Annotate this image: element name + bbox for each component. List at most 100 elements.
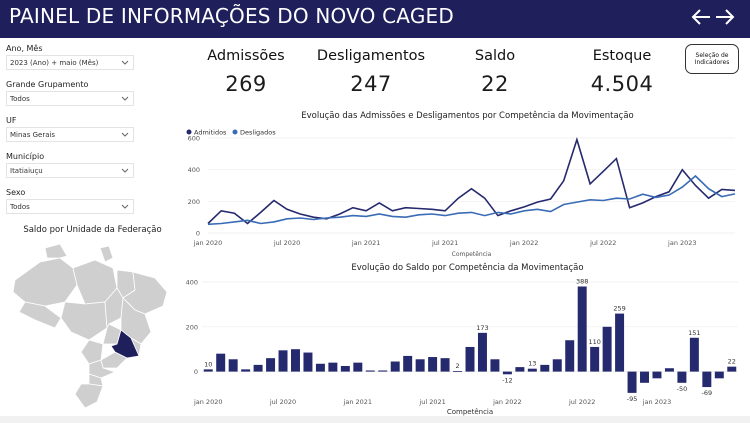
state-rio-grande-sul[interactable]	[74, 383, 104, 409]
kpi-admissoes: Admissões 269	[196, 48, 296, 96]
x-tick-label: jan 2020	[193, 239, 223, 247]
kpi-label: Desligamentos	[316, 48, 426, 64]
bar	[664, 368, 674, 372]
line-chart[interactable]: Admitidos Desligados 0 200 400 600 jan 2020 jul…	[180, 120, 745, 260]
x-tick-label: jan 2023	[642, 398, 672, 406]
bar-chart-title: Evolução do Saldo por Competência da Mov…	[351, 263, 584, 273]
bar	[378, 370, 388, 372]
kpi-desligamentos: Desligamentos 247	[310, 48, 432, 96]
filter-label-grande-grupamento: Grande Grupamento	[6, 80, 89, 89]
bar	[527, 368, 537, 372]
kpi-value: 22	[481, 72, 509, 96]
filter-select-sexo[interactable]: Todos	[6, 199, 134, 214]
selecao-indicadores-button[interactable]: Seleção de Indicadores	[685, 44, 739, 74]
bar	[440, 358, 450, 372]
legend-marker-0	[186, 129, 192, 135]
bar	[540, 364, 550, 372]
state-minas-gerais[interactable]	[110, 329, 140, 359]
bar	[702, 371, 712, 388]
filter-select-grande-grupamento[interactable]: Todos	[6, 91, 134, 106]
bar	[353, 362, 363, 372]
line-chart-title: Evolução das Admissões e Desligamentos p…	[301, 111, 634, 121]
bar	[590, 346, 600, 372]
y-tick-label: 0	[196, 230, 200, 238]
bar	[602, 326, 612, 372]
bar-chart[interactable]: 0 200 400 10 2 173 -12 13 388 110 259 -95 -50 151 -69 2…	[180, 272, 745, 416]
x-tick-label: jul 2020	[273, 239, 300, 247]
state-roraima[interactable]	[44, 243, 68, 259]
bar	[453, 371, 463, 372]
bar	[615, 313, 625, 372]
x-axis-label: Competência	[447, 408, 493, 416]
series-line-desligados	[207, 174, 736, 226]
filter-label-ano-mes: Ano, Mês	[6, 44, 43, 53]
filter-label-uf: UF	[6, 116, 17, 125]
data-label: 259	[613, 305, 625, 313]
bar	[465, 346, 475, 372]
filter-value-uf: Minas Gerais	[10, 131, 56, 139]
x-tick-label: jan 2022	[492, 398, 522, 406]
bar	[328, 362, 338, 372]
header-bar: PAINEL DE INFORMAÇÕES DO NOVO CAGED	[0, 0, 750, 38]
x-axis-label: Competência	[452, 251, 492, 258]
brazil-map[interactable]	[5, 240, 180, 412]
state-amapa[interactable]	[99, 245, 114, 263]
kpi-label: Admissões	[207, 48, 285, 64]
y-tick-label: 400	[188, 166, 200, 174]
bar	[228, 359, 238, 372]
bar	[714, 371, 724, 379]
selecao-indicadores-line1: Seleção de	[695, 52, 729, 59]
bar	[403, 355, 413, 372]
filter-value-ano-mes: 2023 (Ano) + maio (Mês)	[10, 59, 99, 67]
bar	[652, 371, 662, 379]
data-label: -69	[702, 389, 713, 397]
y-tick-label: 200	[186, 323, 198, 331]
data-label: 10	[204, 360, 212, 368]
legend-marker-1	[232, 129, 238, 135]
data-label: 2	[455, 362, 459, 370]
bar	[278, 350, 288, 372]
state-amazonas[interactable]	[12, 257, 78, 307]
kpi-estoque: Estoque 4.504	[578, 48, 666, 96]
data-label: 151	[688, 329, 700, 337]
bar	[677, 371, 687, 383]
bar	[640, 371, 649, 383]
bar	[689, 337, 699, 372]
data-label: 388	[576, 277, 588, 285]
bar	[365, 370, 375, 372]
bar	[241, 369, 251, 372]
data-label: -95	[627, 395, 638, 403]
filter-select-ano-mes[interactable]: 2023 (Ano) + maio (Mês)	[6, 55, 134, 70]
bar	[340, 366, 350, 372]
filter-select-uf[interactable]: Minas Gerais	[6, 127, 134, 142]
bar	[203, 369, 213, 372]
chevron-down-icon	[121, 96, 129, 101]
kpi-label: Saldo	[474, 48, 516, 64]
series-line-admitidos	[207, 136, 736, 225]
page-title: PAINEL DE INFORMAÇÕES DO NOVO CAGED	[9, 4, 454, 28]
x-tick-label: jan 2020	[193, 398, 223, 406]
bar	[266, 358, 276, 372]
kpi-saldo: Saldo 22	[455, 48, 535, 96]
bar	[515, 367, 525, 372]
bar	[552, 359, 562, 372]
y-tick-label: 200	[188, 198, 200, 206]
x-tick-label: jul 2022	[568, 398, 595, 406]
bar	[727, 366, 737, 372]
state-mato-grosso[interactable]	[60, 301, 108, 341]
back-arrow-icon[interactable]	[690, 6, 712, 28]
x-tick-label: jan 2021	[343, 398, 373, 406]
data-label: 110	[588, 338, 600, 346]
state-rondonia-acre[interactable]	[18, 301, 62, 329]
filter-value-municipio: Itatiaiuçu	[10, 167, 43, 175]
filter-select-municipio[interactable]: Itatiaiuçu	[6, 163, 134, 178]
legend-label-1: Desligados	[240, 129, 276, 137]
forward-arrow-icon[interactable]	[714, 6, 736, 28]
filter-value-sexo: Todos	[10, 203, 30, 211]
bar	[216, 353, 226, 372]
bar	[502, 371, 512, 375]
chevron-down-icon	[121, 132, 129, 137]
bar	[627, 371, 637, 393]
legend-label-0: Admitidos	[194, 129, 227, 137]
